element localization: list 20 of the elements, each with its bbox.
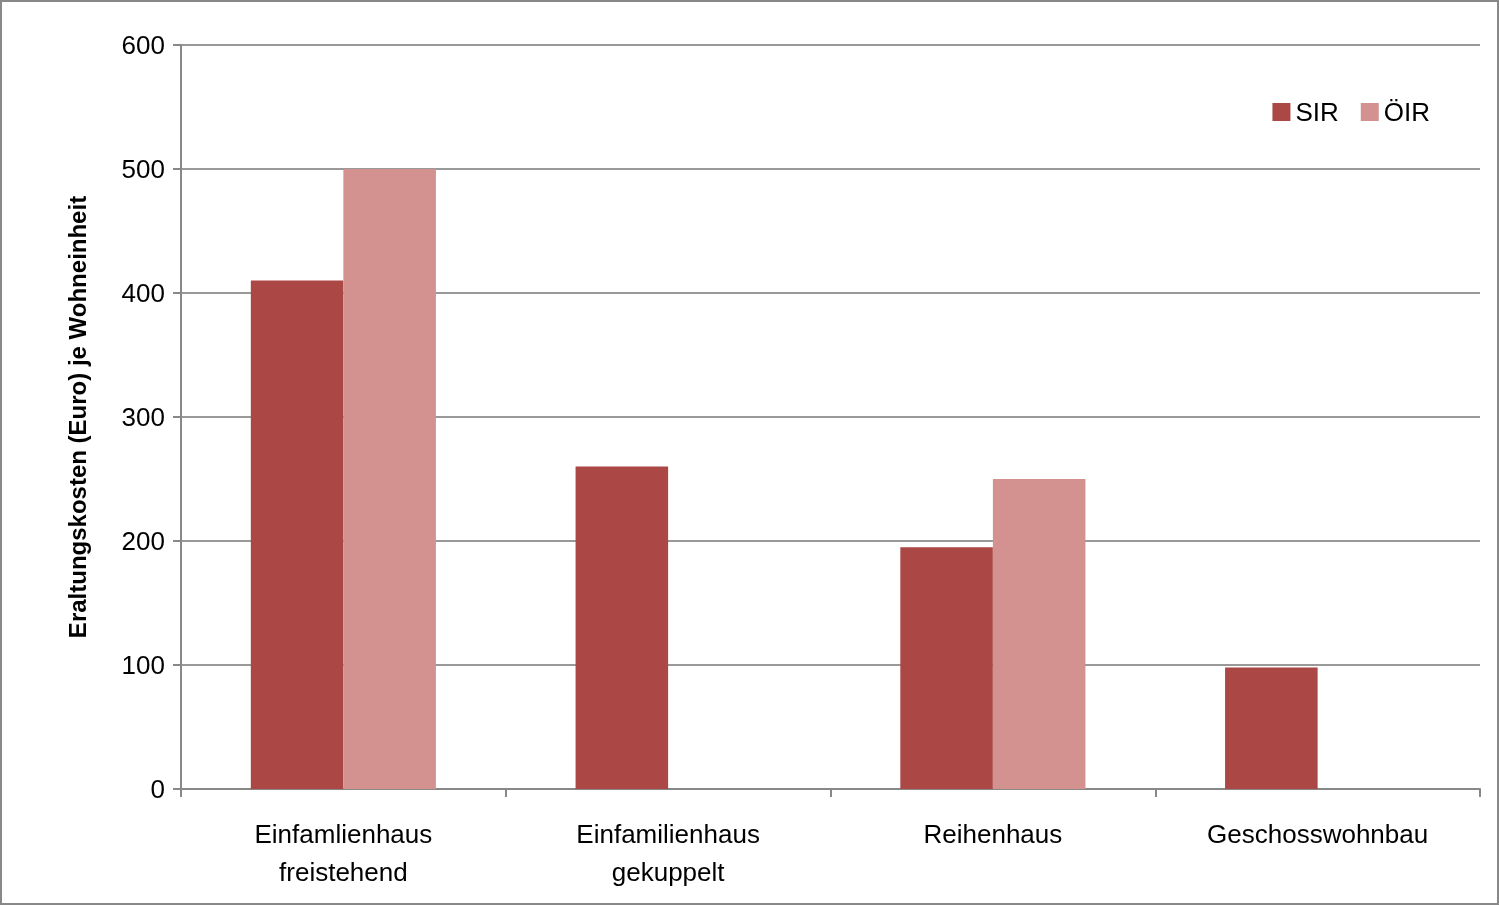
y-tick-label: 300 <box>121 402 165 432</box>
y-tick-label: 400 <box>121 278 165 308</box>
bar <box>343 169 436 789</box>
x-tick-label: Einfamilienhaus gekuppelt <box>576 819 760 887</box>
bar <box>1225 667 1318 789</box>
x-tick-label: Geschosswohnbau <box>1207 819 1429 849</box>
y-axis-title: Eraltungskosten (Euro) je Wohneinheit <box>63 195 91 639</box>
x-tick-label: Einfamlienhaus freistehend <box>254 819 433 887</box>
y-tick-label: 600 <box>121 30 165 60</box>
y-tick-label: 0 <box>150 774 165 804</box>
x-tick-label: Reihenhaus <box>923 819 1063 849</box>
y-tick-label: 200 <box>121 526 165 556</box>
bar <box>992 479 1086 789</box>
bar <box>900 547 993 789</box>
legend-label: SIR <box>1295 97 1339 127</box>
legend-label: ÖIR <box>1383 97 1431 127</box>
y-tick-label: 500 <box>121 154 165 184</box>
bar <box>575 466 669 789</box>
y-tick-label: 100 <box>121 650 165 680</box>
bar <box>250 280 344 789</box>
